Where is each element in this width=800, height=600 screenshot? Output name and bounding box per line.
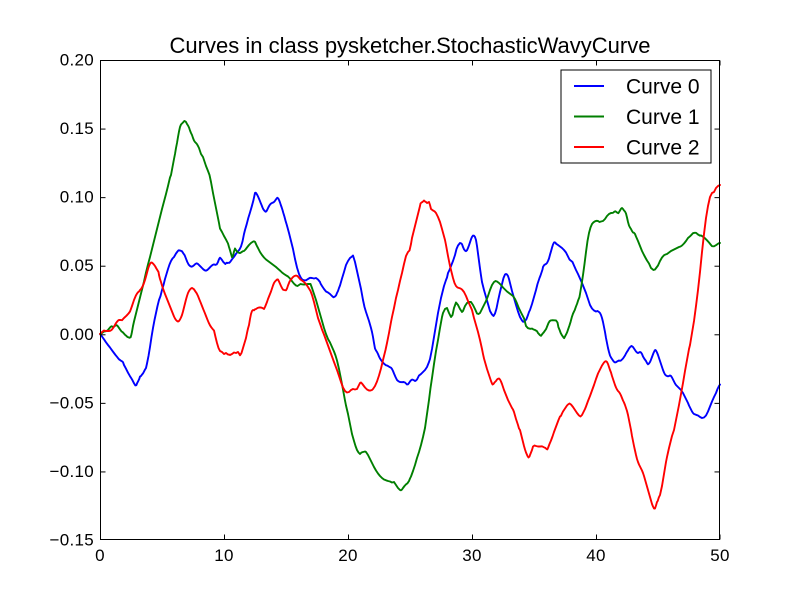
- svg-text:10: 10: [214, 546, 234, 565]
- svg-text:Curve 1: Curve 1: [626, 106, 700, 129]
- svg-text:Curve 0: Curve 0: [626, 76, 700, 99]
- svg-text:−0.05: −0.05: [49, 393, 94, 412]
- svg-text:0: 0: [95, 546, 105, 565]
- svg-text:Curve 2: Curve 2: [626, 137, 700, 160]
- svg-text:20: 20: [338, 546, 358, 565]
- svg-text:Curves in class pysketcher.Sto: Curves in class pysketcher.StochasticWav…: [170, 33, 651, 58]
- svg-text:50: 50: [710, 546, 730, 565]
- svg-text:0.05: 0.05: [60, 256, 94, 275]
- svg-text:0.10: 0.10: [60, 188, 94, 207]
- svg-text:30: 30: [462, 546, 482, 565]
- svg-text:−0.15: −0.15: [49, 531, 94, 550]
- svg-text:40: 40: [586, 546, 606, 565]
- svg-text:0.15: 0.15: [60, 119, 94, 138]
- svg-text:−0.10: −0.10: [49, 462, 94, 481]
- svg-text:0.20: 0.20: [60, 51, 94, 70]
- svg-text:0.00: 0.00: [60, 325, 94, 344]
